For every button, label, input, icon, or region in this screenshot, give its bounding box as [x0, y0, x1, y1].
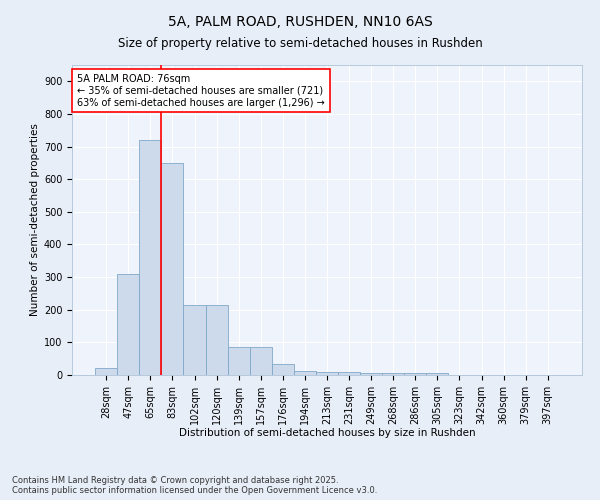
Bar [117, 274, 139, 375]
Text: Size of property relative to semi-detached houses in Rushden: Size of property relative to semi-detach… [118, 38, 482, 51]
Bar [184, 305, 206, 375]
Bar [95, 368, 117, 375]
Bar [338, 372, 360, 375]
Bar [404, 374, 427, 375]
Bar [294, 371, 316, 375]
Bar [316, 372, 338, 375]
Text: Contains HM Land Registry data © Crown copyright and database right 2025.
Contai: Contains HM Land Registry data © Crown c… [12, 476, 377, 495]
Bar [272, 364, 294, 375]
Y-axis label: Number of semi-detached properties: Number of semi-detached properties [29, 124, 40, 316]
Bar [382, 374, 404, 375]
Text: 5A PALM ROAD: 76sqm
← 35% of semi-detached houses are smaller (721)
63% of semi-: 5A PALM ROAD: 76sqm ← 35% of semi-detach… [77, 74, 325, 108]
Bar [360, 374, 382, 375]
Bar [206, 305, 227, 375]
Bar [161, 163, 184, 375]
Bar [139, 140, 161, 375]
X-axis label: Distribution of semi-detached houses by size in Rushden: Distribution of semi-detached houses by … [179, 428, 475, 438]
Bar [227, 348, 250, 375]
Bar [250, 348, 272, 375]
Bar [427, 374, 448, 375]
Text: 5A, PALM ROAD, RUSHDEN, NN10 6AS: 5A, PALM ROAD, RUSHDEN, NN10 6AS [167, 15, 433, 29]
